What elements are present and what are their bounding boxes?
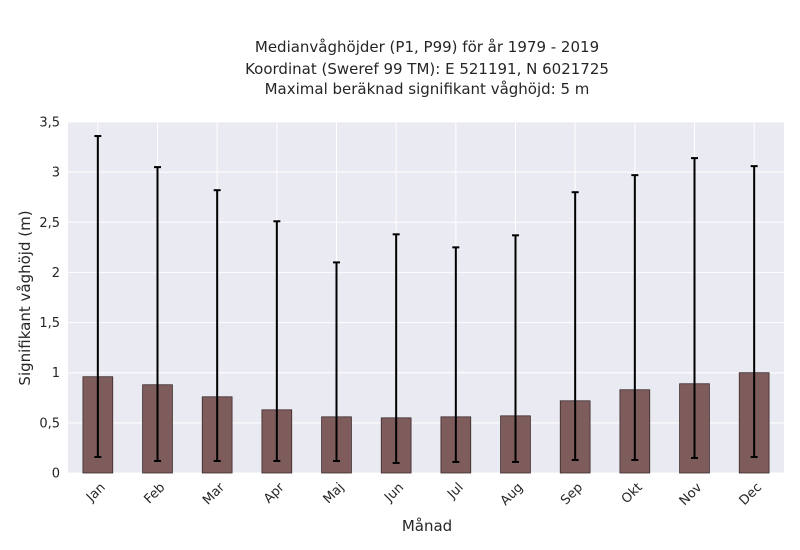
x-tick-label: Maj [321,480,348,507]
x-tick-label: Okt [619,480,646,507]
y-tick-label: 2,5 [39,216,60,231]
y-tick-labels: 0 0,5 1 1,5 2 2,5 3 3,5 [39,116,60,482]
x-tick-label: Apr [261,480,288,507]
x-tick-label: Jun [381,480,407,506]
y-axis-label: Signifikant våghöjd (m) [16,210,34,385]
x-axis-label: Månad [402,517,452,535]
y-tick-label: 0 [52,467,60,482]
x-tick-label: Jan [83,480,108,505]
chart-title-line-3: Maximal beräknad signifikant våghöjd: 5 … [265,80,590,98]
x-tick-label: Dec [737,480,765,508]
x-tick-label: Nov [677,480,706,509]
y-tick-label: 0,5 [39,416,60,431]
x-tick-label: Jul [444,480,466,502]
chart-title-line-2: Koordinat (Sweref 99 TM): E 521191, N 60… [245,60,609,78]
x-tick-label: Mar [200,480,228,508]
y-tick-label: 3 [52,166,60,181]
y-tick-label: 1,5 [39,316,60,331]
y-tick-label: 2 [52,266,60,281]
y-tick-label: 3,5 [39,116,60,131]
x-tick-label: Sep [558,480,586,508]
x-tick-label: Feb [141,480,168,507]
plot-area [68,122,784,473]
error-bars [94,135,758,464]
chart-title-line-1: Medianvåghöjder (P1, P99) för år 1979 - … [255,38,599,56]
x-tick-labels: Jan Feb Mar Apr Maj Jun Jul Aug Sep Okt Nov Dec [83,480,765,509]
x-tick-label: Aug [498,480,527,509]
y-tick-label: 1 [52,366,60,381]
